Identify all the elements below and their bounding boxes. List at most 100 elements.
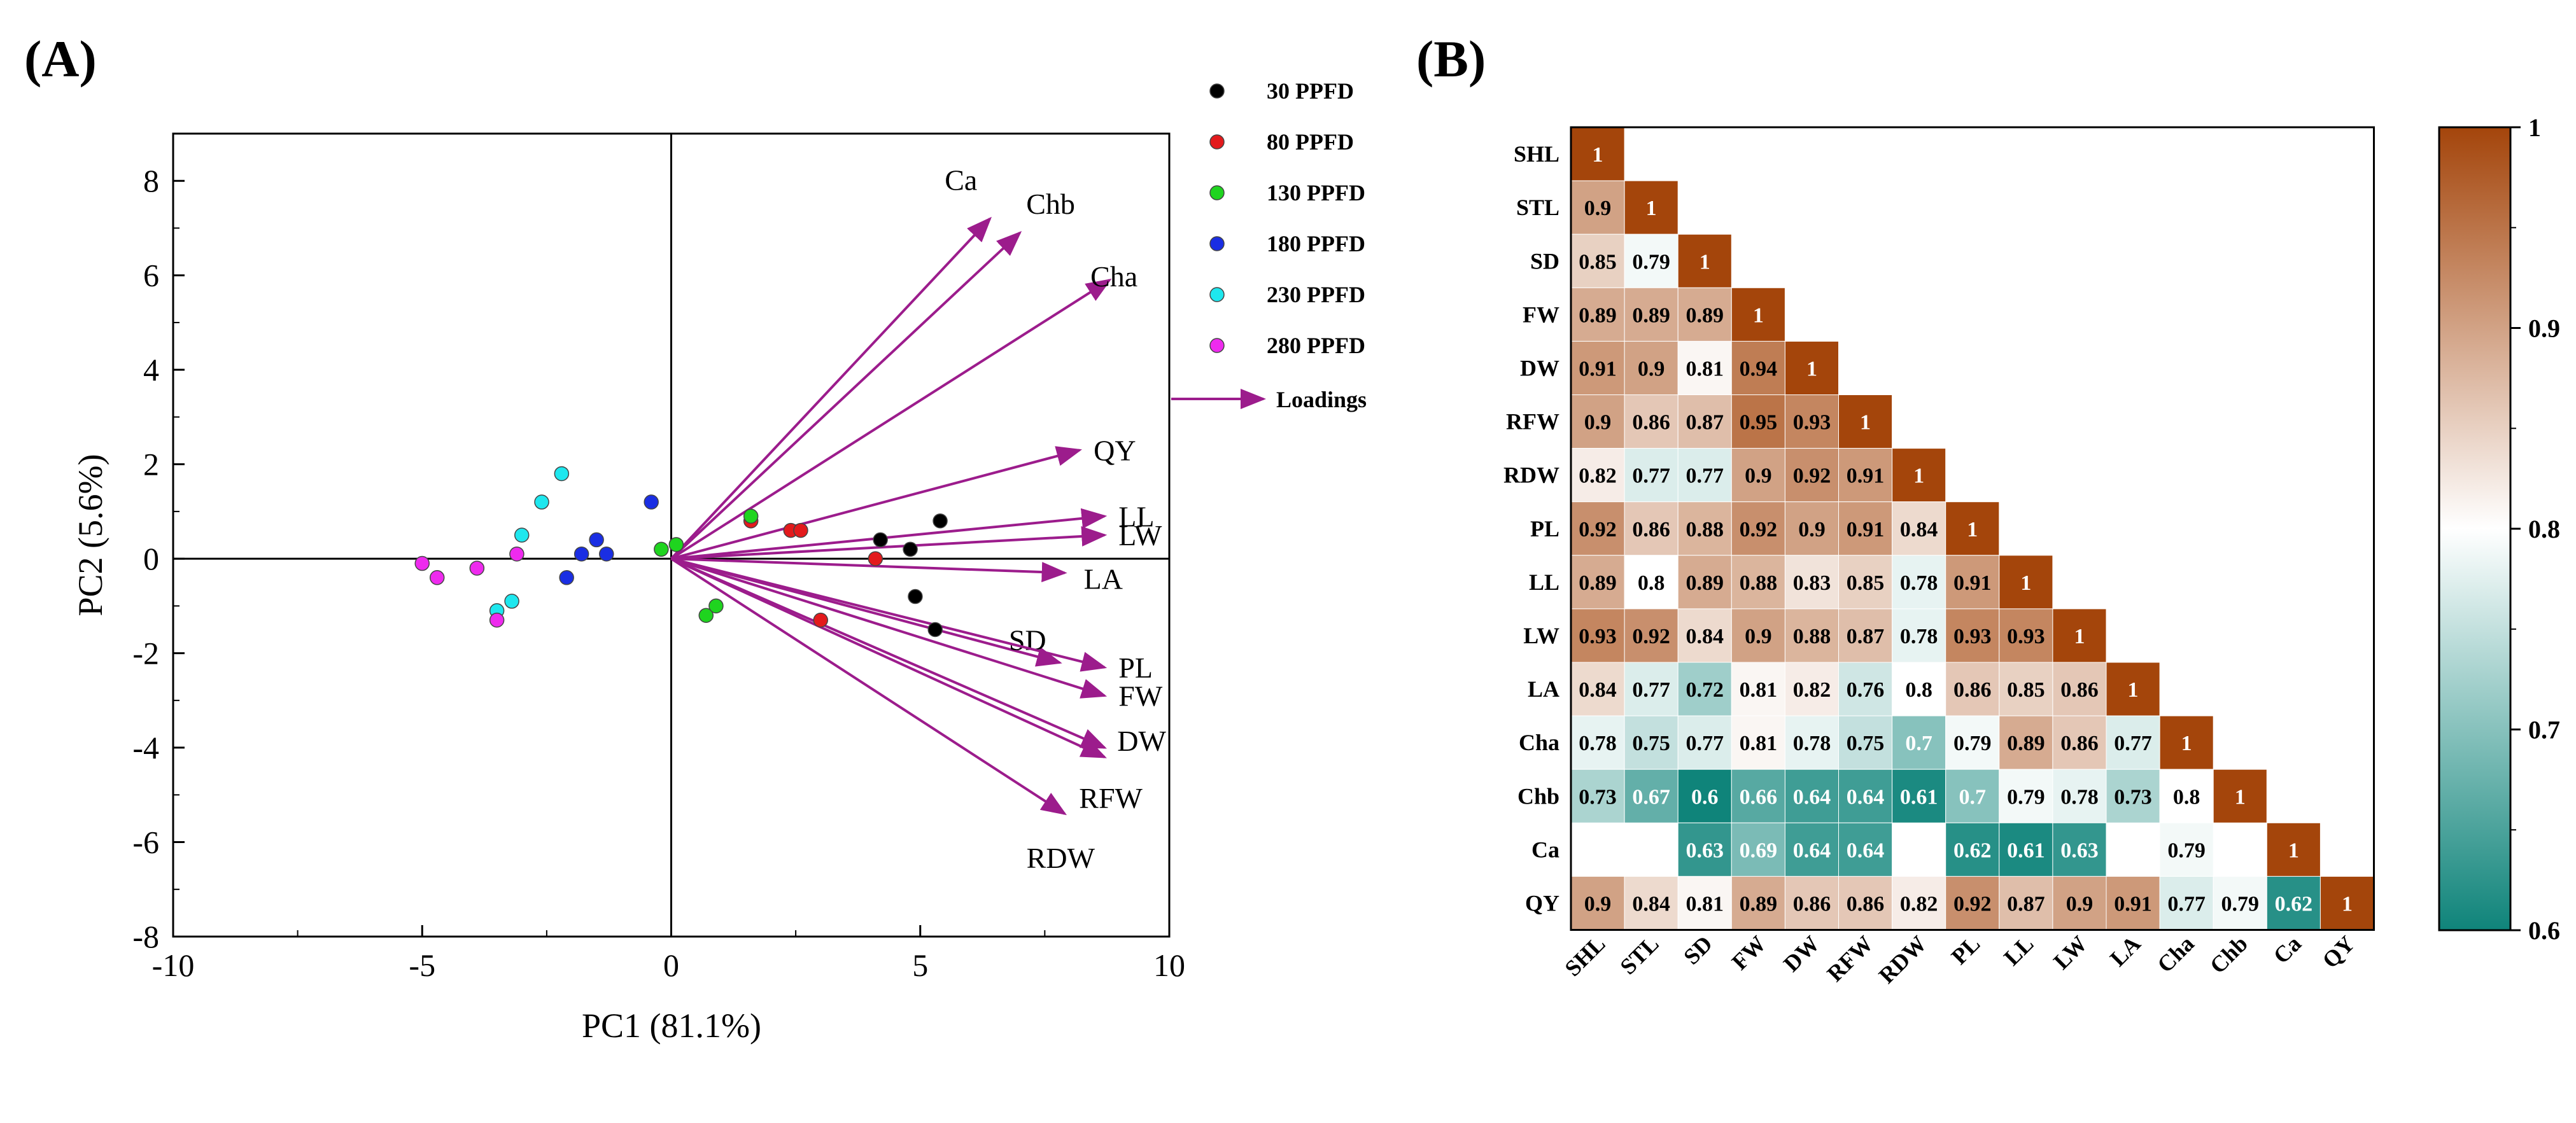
heatmap-cell-value: 0.92 bbox=[1632, 625, 1670, 648]
heatmap-cell-value: 0.79 bbox=[2221, 892, 2260, 916]
heatmap-cell-value: 0.9 bbox=[1745, 464, 1772, 488]
loading-arrow-lw bbox=[671, 526, 1108, 561]
heatmap-cell-value: 0.9 bbox=[2066, 892, 2094, 916]
heatmap-cell-value: 1 bbox=[2235, 785, 2246, 809]
heatmap-cell-value: 0.75 bbox=[1847, 732, 1885, 755]
y-tick-label: -8 bbox=[132, 919, 159, 954]
heatmap-cell bbox=[1570, 715, 1625, 770]
heatmap-cell-value: 0.91 bbox=[1847, 518, 1885, 541]
loading-arrow-rdw bbox=[670, 557, 1067, 816]
heatmap-cell-value: 0.78 bbox=[1900, 571, 1938, 595]
legend-label: 180 PPFD bbox=[1267, 231, 1365, 256]
heatmap-cell-value: 1 bbox=[1753, 303, 1764, 327]
heatmap-cell bbox=[1570, 448, 1625, 503]
heatmap-cell bbox=[1624, 555, 1679, 610]
y-tick-label: 4 bbox=[143, 352, 159, 387]
heatmap-cell-value: 1 bbox=[1967, 518, 1978, 541]
panel-b-label: (B) bbox=[1416, 30, 1486, 88]
heatmap-cell bbox=[1731, 287, 1785, 342]
heatmap-cell bbox=[1999, 769, 2053, 823]
loading-arrow-chb bbox=[670, 231, 1022, 560]
heatmap-cell-value: 0.82 bbox=[1579, 464, 1617, 488]
point-130-ppfd bbox=[654, 541, 669, 557]
heatmap-cell-value: 0.87 bbox=[1847, 625, 1885, 648]
point-180-ppfd bbox=[574, 546, 589, 562]
heatmap-cell bbox=[1731, 608, 1785, 663]
point-80-ppfd bbox=[868, 551, 883, 566]
loading-label-cha: Cha bbox=[1090, 260, 1137, 293]
legend-label: 30 PPFD bbox=[1267, 78, 1354, 104]
colorbar-tick-label: 0.6 bbox=[2528, 916, 2560, 945]
heatmap-cell-value: 0.85 bbox=[1847, 571, 1885, 595]
point-180-ppfd bbox=[589, 532, 604, 548]
heatmap-row-label: Cha bbox=[1519, 730, 1559, 755]
x-tick-label: 0 bbox=[663, 947, 679, 983]
heatmap-cell bbox=[2052, 715, 2107, 770]
heatmap-cell bbox=[1731, 715, 1785, 770]
colorbar-tick-label: 0.9 bbox=[2528, 314, 2560, 343]
heatmap-cell-value: 0.62 bbox=[1953, 839, 1992, 862]
loading-arrow-qy bbox=[670, 446, 1083, 561]
heatmap-cell bbox=[1892, 875, 1946, 931]
loading-label-la: LA bbox=[1084, 562, 1123, 595]
heatmap-cell bbox=[2266, 822, 2321, 877]
heatmap-cell-value: 0.91 bbox=[1579, 357, 1617, 380]
heatmap-cell bbox=[1677, 501, 1732, 556]
legend-label: 230 PPFD bbox=[1267, 282, 1365, 307]
heatmap-cell-value: 0.77 bbox=[1632, 678, 1670, 702]
loading-label-lw: LW bbox=[1118, 519, 1162, 552]
point-80-ppfd bbox=[813, 612, 828, 628]
correlation-heatmap: 10.9 10.85 0.79 10.89 0.89 0.89 10.91 0.9 0.81 0.… bbox=[1503, 126, 2375, 989]
heatmap-cell bbox=[2052, 769, 2107, 823]
point-130-ppfd bbox=[743, 508, 759, 524]
heatmap-cell-value: 1 bbox=[2288, 839, 2299, 862]
heatmap-cell bbox=[1999, 875, 2053, 931]
legend-loadings-label: Loadings bbox=[1276, 387, 1367, 412]
heatmap-cell bbox=[1838, 501, 1893, 556]
x-tick-label: -10 bbox=[152, 947, 195, 983]
heatmap-cell bbox=[2266, 875, 2321, 931]
heatmap-cell-value: 0.92 bbox=[1579, 518, 1617, 541]
heatmap-cell-value: 0.73 bbox=[2114, 785, 2152, 809]
heatmap-row-label: PL bbox=[1530, 516, 1559, 541]
heatmap-cell-value: 1 bbox=[2020, 571, 2031, 595]
x-tick-label: 10 bbox=[1153, 947, 1185, 983]
heatmap-cell bbox=[1677, 608, 1732, 663]
heatmap-cell bbox=[1838, 555, 1893, 610]
heatmap-cell bbox=[1892, 769, 1946, 823]
heatmap-cell-value: 1 bbox=[1700, 250, 1710, 274]
heatmap-cell bbox=[2052, 608, 2107, 663]
heatmap-col-label: FW bbox=[1727, 931, 1771, 975]
heatmap-col-label: RFW bbox=[1822, 931, 1878, 987]
heatmap-cell-value: 0.89 bbox=[1632, 303, 1670, 327]
point-80-ppfd bbox=[793, 522, 808, 538]
heatmap-cell bbox=[1677, 822, 1732, 877]
heatmap-cell bbox=[1570, 769, 1625, 823]
heatmap-cell-value: 0.81 bbox=[1740, 732, 1778, 755]
point-30-ppfd bbox=[933, 513, 948, 529]
heatmap-colorbar: 0.6 0.7 0.8 0.9 1 bbox=[2438, 113, 2560, 945]
heatmap-cell bbox=[1838, 769, 1893, 823]
heatmap-cell-value: 1 bbox=[2342, 892, 2353, 916]
y-tick-label: 2 bbox=[143, 447, 159, 482]
heatmap-cell bbox=[2106, 875, 2160, 931]
heatmap-row-label: LA bbox=[1528, 676, 1559, 702]
heatmap-cell-value: 0.63 bbox=[2060, 839, 2099, 862]
heatmap-col-label: RDW bbox=[1874, 931, 1932, 989]
heatmap-row-label: SD bbox=[1530, 248, 1559, 274]
heatmap-cell-value: 0.88 bbox=[1686, 518, 1724, 541]
heatmap-cell-value: 0.62 bbox=[2275, 892, 2313, 916]
heatmap-cell bbox=[1624, 875, 1679, 931]
point-130-ppfd bbox=[708, 598, 724, 614]
heatmap-col-label: Cha bbox=[2152, 931, 2199, 978]
x-tick-label: 5 bbox=[912, 947, 928, 983]
point-230-ppfd bbox=[514, 527, 530, 543]
heatmap-cell-value: 0.89 bbox=[1740, 892, 1778, 916]
loading-label-fw: FW bbox=[1118, 680, 1163, 712]
heatmap-cell bbox=[1570, 394, 1625, 449]
heatmap-cell-value: 1 bbox=[1860, 411, 1871, 435]
heatmap-cell-value: 0.88 bbox=[1793, 625, 1831, 648]
y-tick-label: 8 bbox=[143, 163, 159, 199]
heatmap-col-label: Chb bbox=[2205, 931, 2253, 979]
pca-biplot: PC1 (81.1%) PC2 (5.6%) -10 -5 0 5 10 -8 -6 -4 -2… bbox=[71, 132, 1185, 1045]
